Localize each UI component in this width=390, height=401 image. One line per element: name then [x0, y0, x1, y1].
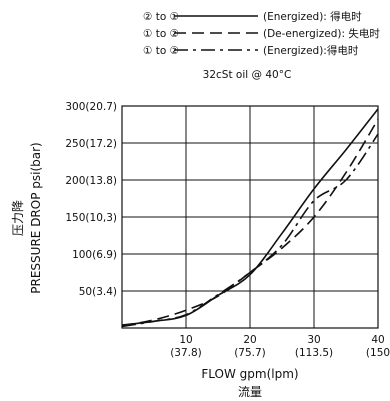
x-tick-sublabel: (37.8) — [170, 347, 202, 359]
chart-subtitle: 32cSt oil @ 40°C — [203, 69, 292, 81]
x-axis-ticks: 10(37.8) 20(75.7) 30(113.5) 40(150 — [170, 334, 390, 359]
legend-key: ① to ② — [143, 28, 179, 40]
x-tick-sublabel: (75.7) — [234, 347, 266, 359]
x-tick-label: 30 — [307, 334, 320, 346]
legend-key: ① to ② — [143, 45, 179, 57]
x-tick-label: 40 — [371, 334, 384, 346]
x-tick-label: 20 — [243, 334, 256, 346]
y-tick-label: 300(20.7) — [65, 101, 117, 113]
x-tick-sublabel: (150 — [366, 347, 390, 359]
series-line-3 — [121, 133, 379, 328]
legend-key: ② to ① — [143, 11, 179, 23]
y-axis-title: PRESSURE DROP psi(bar) — [29, 142, 43, 293]
y-axis-ticks: 50(3.4) 100(6.9) 150(10,3) 200(13.8) 250(17.… — [65, 101, 117, 298]
y-axis-title-cn: 压力降 — [11, 200, 25, 236]
legend-state: (Energized):得电时 — [263, 44, 359, 57]
y-tick-label: 200(13.8) — [65, 175, 117, 187]
x-axis-title-cn: 流量 — [238, 385, 262, 399]
x-tick-sublabel: (113.5) — [295, 347, 333, 359]
y-tick-label: 250(17.2) — [65, 138, 117, 150]
chart-series — [121, 108, 379, 328]
legend: ② to ① (Energized): 得电时 ① to ② (De-energize… — [143, 10, 380, 57]
y-tick-label: 150(10,3) — [65, 212, 117, 224]
series-line-1 — [121, 108, 379, 326]
legend-state: (Energized): 得电时 — [263, 10, 362, 23]
y-tick-label: 100(6.9) — [72, 249, 117, 261]
y-tick-label: 50(3.4) — [79, 286, 117, 298]
x-tick-label: 10 — [179, 334, 192, 346]
legend-state: (De-energized): 失电时 — [263, 27, 380, 40]
chart-grid — [122, 106, 378, 328]
plot-frame — [121, 105, 379, 329]
x-axis-title: FLOW gpm(lpm) — [201, 367, 298, 381]
series-line-2 — [121, 118, 379, 327]
